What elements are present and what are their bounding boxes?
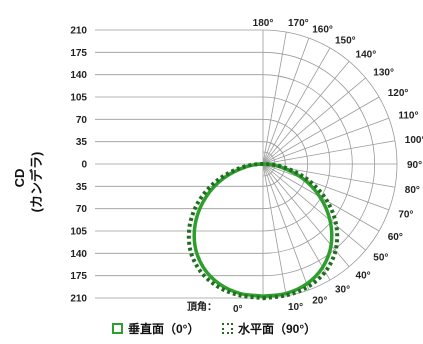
polar-spoke [262, 163, 390, 211]
angle-tick-label: 80° [405, 185, 420, 196]
y-tick-label: 0 [81, 160, 87, 171]
y-tick-label: 35 [76, 182, 88, 193]
polar-spoke [262, 77, 366, 165]
polar-spoke [262, 163, 310, 291]
angle-axis-title: 頂角： [187, 300, 217, 313]
polar-spoke [262, 163, 350, 267]
angle-tick-label: 180° [253, 18, 274, 29]
y-tick-label: 35 [76, 137, 88, 148]
legend-item-vertical: 垂直面（0°） [112, 320, 199, 336]
angle-tick-label: 140° [356, 50, 377, 61]
chart-grid [95, 29, 398, 299]
angle-tick-label: 150° [335, 35, 356, 46]
legend-item-horizontal: 水平面（90°） [222, 320, 316, 336]
angle-tick-label: 70° [398, 209, 413, 220]
y-tick-label: 70 [76, 204, 88, 215]
angle-tick-label: 160° [312, 25, 333, 36]
polar-spoke [262, 61, 350, 165]
polar-spoke [262, 47, 331, 165]
polar-spoke [262, 117, 390, 165]
legend-swatch-dotted [222, 322, 233, 334]
angle-tick-label: 30° [335, 285, 350, 296]
polar-spoke [262, 31, 287, 165]
polar-spoke [262, 163, 331, 281]
angle-tick-label: 60° [388, 232, 403, 243]
angle-tick-label: 20° [312, 295, 327, 306]
polar-spoke [262, 163, 287, 297]
chart-curves [186, 161, 340, 301]
legend-label-horizontal: 水平面（90°） [238, 321, 317, 336]
angle-tick-label: 110° [398, 111, 418, 122]
series-vertical-curve [192, 162, 334, 299]
angle-tick-label: 120° [388, 88, 409, 99]
y-tick-label: 210 [70, 294, 87, 305]
y-axis-label-cd: CD [12, 169, 27, 188]
angle-tick-label: 50° [373, 253, 388, 264]
angle-tick-label: 90° [407, 160, 422, 171]
y-tick-label: 140 [70, 249, 87, 260]
chart-labels: 210 175 140 105 70 35 0 35 70 105 140 175 210 0° 10° 20… [70, 18, 423, 315]
polar-spoke [262, 140, 396, 165]
angle-tick-label: 100° [405, 135, 423, 146]
polar-spoke [262, 163, 366, 251]
polar-spoke [262, 37, 310, 165]
y-tick-label: 175 [70, 48, 87, 59]
y-tick-label: 175 [70, 271, 87, 282]
angle-tick-label: 0° [233, 304, 243, 315]
angle-tick-label: 40° [356, 270, 371, 281]
y-tick-label: 105 [70, 227, 87, 238]
angle-tick-label: 10° [288, 302, 303, 313]
angle-tick-label: 130° [373, 67, 394, 78]
y-axis-label-candela: (カンデラ) [29, 152, 44, 213]
y-tick-label: 105 [70, 93, 87, 104]
angle-tick-label: 170° [288, 18, 309, 29]
y-tick-label: 70 [76, 115, 88, 126]
y-tick-label: 140 [70, 70, 87, 81]
y-tick-label: 210 [70, 26, 87, 37]
legend-swatch-solid [112, 322, 123, 334]
legend-label-vertical: 垂直面（0°） [128, 321, 200, 336]
polar-spoke [262, 96, 380, 165]
